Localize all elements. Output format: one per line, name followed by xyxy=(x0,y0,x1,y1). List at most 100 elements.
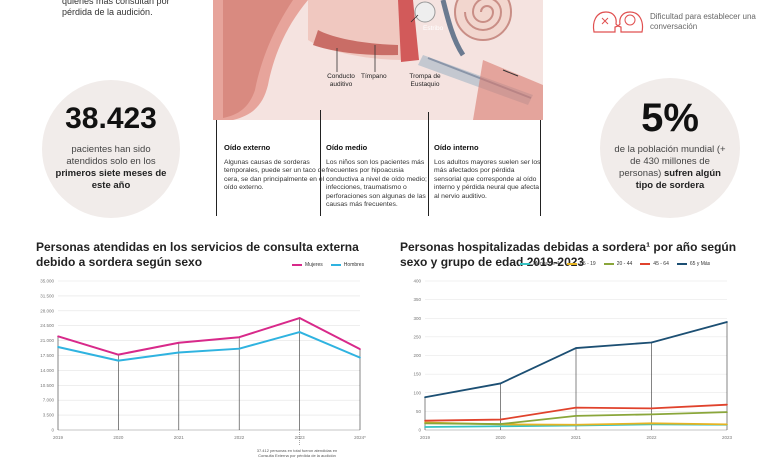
legend-swatch xyxy=(640,263,651,265)
data-point xyxy=(178,341,180,344)
label-trompa: Trompa de Eustaquio xyxy=(409,73,441,88)
chart2-title: Personas hospitalizadas debidas a sorder… xyxy=(400,240,737,269)
x-tick-label: 2020 xyxy=(113,435,124,440)
x-tick-label: 2019 xyxy=(53,435,64,440)
y-tick-label: 50 xyxy=(416,409,422,414)
y-tick-label: 28.000 xyxy=(40,308,54,313)
y-tick-label: 21.000 xyxy=(40,338,54,343)
data-point xyxy=(650,341,653,344)
x-tick-label: 2022 xyxy=(234,435,245,440)
x-tick-label: 2023 xyxy=(295,435,306,440)
y-tick-label: 0 xyxy=(51,428,54,433)
data-point xyxy=(575,347,577,349)
data-point xyxy=(424,426,426,428)
legend-hombres: Hombres xyxy=(330,262,364,268)
y-tick-label: 200 xyxy=(413,353,421,358)
label-timpano: Tímpano xyxy=(361,73,387,80)
y-tick-label: 31.500 xyxy=(40,293,54,298)
data-point xyxy=(499,423,502,426)
data-point xyxy=(650,407,653,410)
data-point xyxy=(424,422,426,425)
data-point xyxy=(57,335,59,338)
stat-patients-number: 38.423 xyxy=(65,102,157,135)
x-tick-label: 2020 xyxy=(495,435,506,440)
divider-4 xyxy=(540,120,541,216)
legend-swatch xyxy=(292,264,302,266)
y-tick-label: 7.000 xyxy=(43,398,55,403)
y-tick-label: 250 xyxy=(413,334,421,339)
legend-g5: 65 y Más xyxy=(676,261,710,267)
data-point xyxy=(117,353,120,356)
series-line-menos-de-4 xyxy=(424,423,728,428)
data-point xyxy=(575,415,577,417)
data-point xyxy=(298,317,301,319)
data-point xyxy=(726,423,728,426)
ear-illustration: Estribo Conducto auditivo Tímpano Trompa… xyxy=(213,0,543,120)
y-tick-label: 3.500 xyxy=(43,413,55,418)
legend-swatch xyxy=(520,263,530,265)
y-tick-label: 100 xyxy=(413,390,421,395)
data-point xyxy=(575,423,577,426)
chart1-note: 37.412 personas en total fueron atendida… xyxy=(256,448,338,458)
y-tick-label: 350 xyxy=(413,297,421,302)
chart1-title: Personas atendidas en los servicios de c… xyxy=(36,240,359,269)
data-point xyxy=(238,347,240,350)
data-point xyxy=(238,336,240,338)
data-point xyxy=(178,351,180,354)
legend-g4: 45 - 64 xyxy=(640,261,669,267)
data-point xyxy=(298,331,301,333)
stat-world-text: de la población mundial (+ de 430 millon… xyxy=(614,144,726,191)
legend-g3: 20 - 44 xyxy=(603,261,632,267)
conversation-heads-icon xyxy=(592,11,644,33)
stat-patients-text: pacientes han sido atendidos solo en los… xyxy=(55,144,167,191)
series-line-05---19 xyxy=(424,421,728,426)
divider-1 xyxy=(216,120,217,216)
y-tick-label: 24.500 xyxy=(40,323,54,328)
data-point xyxy=(575,424,577,427)
stat-patients: 38.423 pacientes han sido atendidos solo… xyxy=(42,80,180,218)
data-point xyxy=(424,421,426,424)
y-tick-label: 35.000 xyxy=(40,279,54,284)
data-point xyxy=(424,419,426,422)
info-middle-title: Oído medio xyxy=(326,143,368,152)
y-tick-label: 300 xyxy=(413,316,421,321)
label-conducto: Conducto auditivo xyxy=(327,73,355,88)
x-tick-label: 2024* xyxy=(354,435,366,440)
y-tick-label: 14.000 xyxy=(40,368,54,373)
legend-swatch xyxy=(676,263,687,265)
stat-world: 5% de la población mundial (+ de 430 mil… xyxy=(600,78,740,218)
intro-text: quienes más consultan por pérdida de la … xyxy=(62,0,170,17)
data-point xyxy=(359,348,361,350)
data-point xyxy=(499,423,502,425)
stat-world-bold: sufren algún tipo de sordera xyxy=(635,168,721,191)
x-tick-label: 2021 xyxy=(174,435,185,440)
series-line-65-y-más xyxy=(424,321,728,399)
legend-g1: Menos de 4 xyxy=(520,261,559,267)
data-point xyxy=(650,423,653,426)
data-point xyxy=(650,422,653,425)
data-point xyxy=(57,346,59,348)
data-point xyxy=(726,423,728,426)
data-point xyxy=(424,396,426,399)
symptom-callout: Dificultad para establecer una conversac… xyxy=(590,8,765,38)
legend-swatch xyxy=(567,263,578,265)
x-tick-label: 2023 xyxy=(722,435,733,440)
y-tick-label: 0 xyxy=(418,428,421,433)
y-tick-label: 150 xyxy=(413,372,421,377)
info-inner-title: Oído interno xyxy=(434,143,479,152)
data-point xyxy=(117,359,120,362)
y-tick-label: 17.500 xyxy=(40,353,54,358)
data-point xyxy=(499,425,502,428)
data-point xyxy=(650,413,653,416)
data-point xyxy=(726,403,728,406)
info-middle-ear: Oído medio Los niños son los pacientes m… xyxy=(326,143,434,210)
divider-3 xyxy=(428,112,429,216)
series-line-mujeres xyxy=(57,317,361,356)
info-outer-ear: Oído externo Algunas causas de sorderas … xyxy=(224,143,332,193)
label-estribo: Estribo xyxy=(423,25,444,32)
data-point xyxy=(359,356,361,359)
data-point xyxy=(726,411,728,413)
x-tick-label: 2019 xyxy=(420,435,431,440)
x-tick-label: 2022 xyxy=(646,435,657,440)
series-line-hombres xyxy=(57,331,361,362)
